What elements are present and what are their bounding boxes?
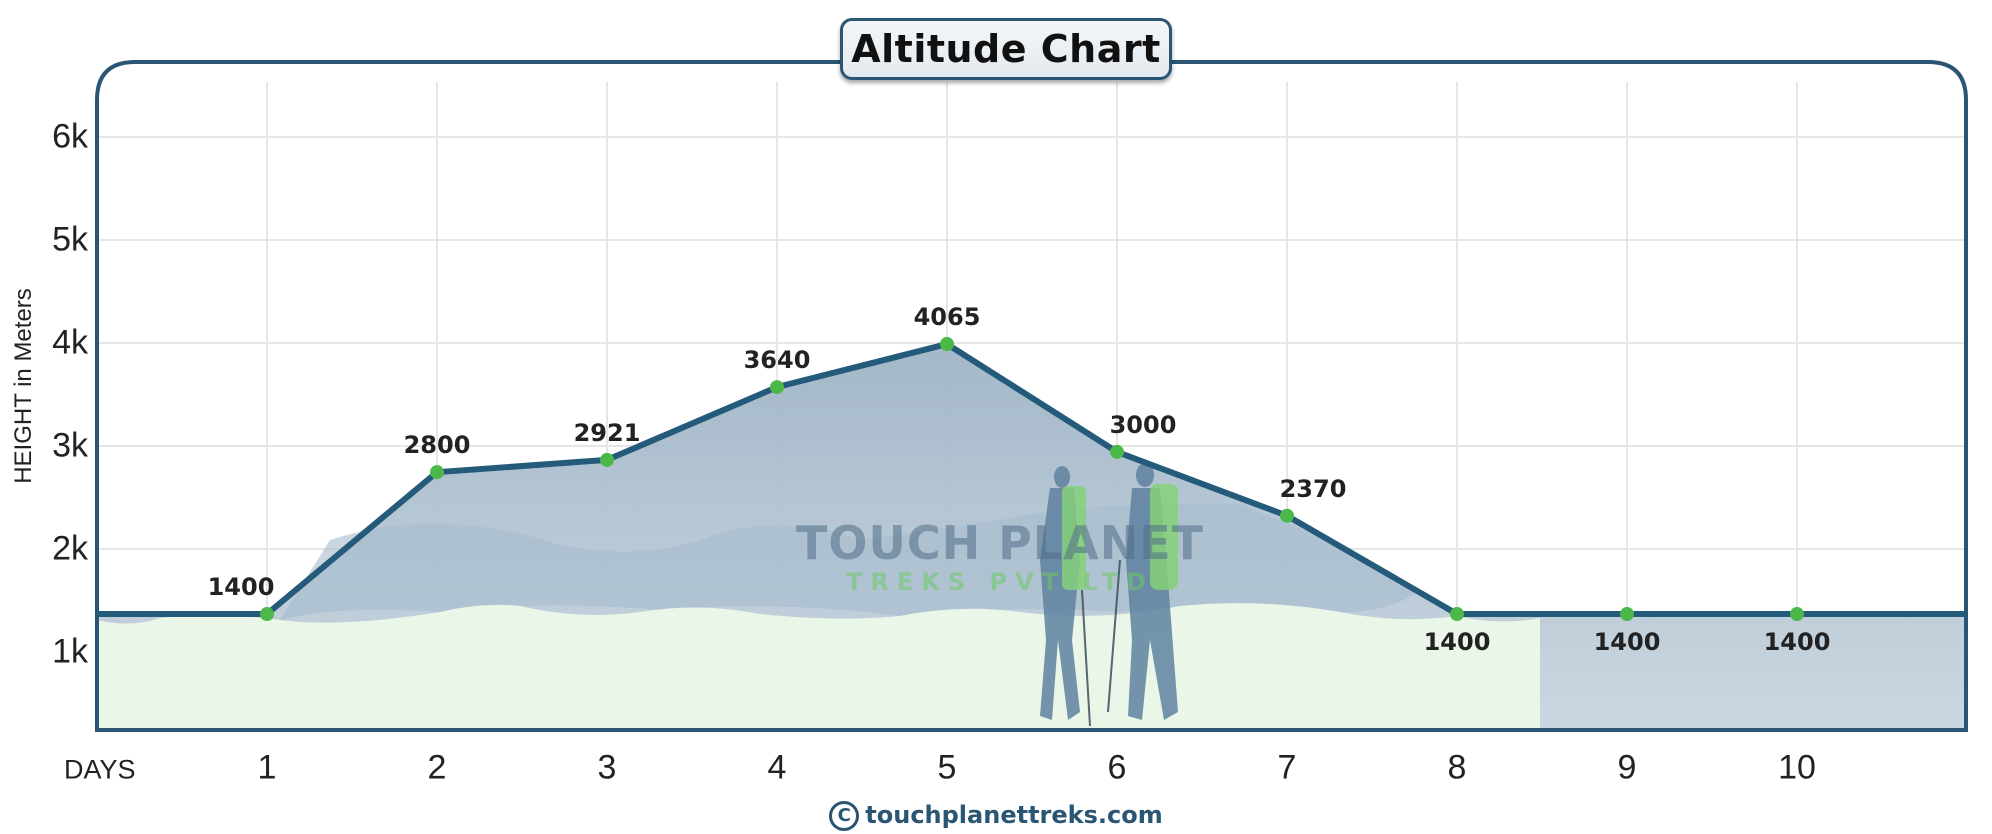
x-tick-label: 8 xyxy=(1447,748,1467,787)
data-point xyxy=(1620,607,1634,621)
footer-site-link[interactable]: touchplanettreks.com xyxy=(865,801,1163,829)
point-value-label: 3640 xyxy=(743,346,811,375)
x-tick-label: 7 xyxy=(1277,748,1297,787)
x-tick-label: 6 xyxy=(1107,748,1127,787)
x-tick-label: 10 xyxy=(1778,748,1816,787)
point-value-label: 2800 xyxy=(403,431,471,460)
data-point xyxy=(430,465,444,480)
x-tick-label: 3 xyxy=(597,748,617,787)
y-tick-label: 6k xyxy=(52,117,88,156)
data-points xyxy=(260,337,1804,621)
point-value-label: 3000 xyxy=(1109,410,1177,439)
data-point xyxy=(1450,607,1464,621)
data-point xyxy=(770,380,784,395)
point-value-label: 4065 xyxy=(913,303,981,332)
chart-frame xyxy=(95,60,1968,732)
y-tick-label: 2k xyxy=(52,529,88,568)
watermark-company: TOUCH PLANET xyxy=(795,516,1205,570)
x-tick-label: 9 xyxy=(1617,748,1637,787)
data-point xyxy=(1790,607,1804,621)
data-point xyxy=(1280,508,1294,523)
x-tick-label: 4 xyxy=(767,748,787,787)
x-tick-label: 2 xyxy=(427,748,447,787)
chart-title: Altitude Chart xyxy=(840,18,1172,80)
point-value-label: 1400 xyxy=(1763,628,1831,656)
snow-foreground xyxy=(97,603,1540,730)
y-tick-label: 4k xyxy=(52,323,88,362)
x-tick-label: 1 xyxy=(257,748,277,787)
point-value-label: 1400 xyxy=(207,573,275,601)
point-value-label: 1400 xyxy=(1593,628,1661,656)
data-point xyxy=(600,452,614,467)
y-tick-label: 1k xyxy=(52,632,88,671)
watermark-subtitle: TREKS PVT LTD xyxy=(846,568,1154,596)
x-axis-label: DAYS xyxy=(64,754,136,785)
y-tick-label: 5k xyxy=(52,220,88,259)
point-value-label: 1400 xyxy=(1423,628,1491,656)
x-tick-label: 5 xyxy=(937,748,957,787)
point-value-label: 2370 xyxy=(1279,474,1347,503)
hikers-illustration xyxy=(1040,463,1178,727)
altitude-line xyxy=(97,341,1966,617)
data-point xyxy=(1110,444,1124,459)
data-point xyxy=(260,607,274,621)
copyright-icon: C xyxy=(829,801,860,831)
data-point xyxy=(940,337,954,352)
point-value-label: 2921 xyxy=(573,418,641,447)
y-tick-label: 3k xyxy=(52,426,88,465)
